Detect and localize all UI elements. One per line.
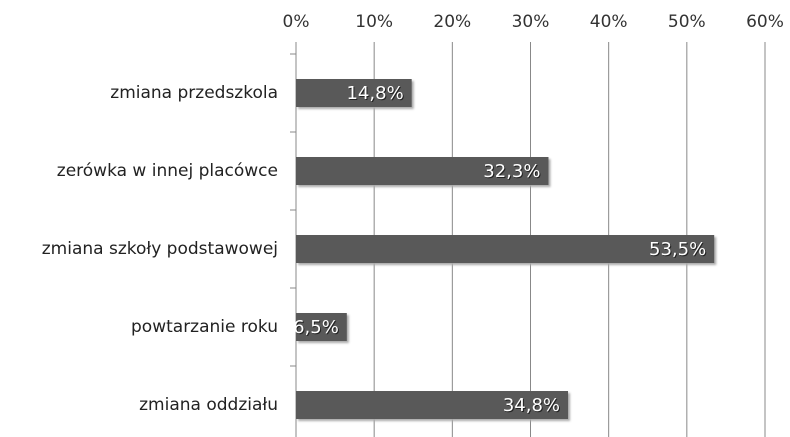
- category-label: zmiana oddziału: [139, 395, 278, 415]
- value-label: 6,5%: [293, 317, 339, 338]
- x-tick-label: 40%: [590, 12, 628, 32]
- bar: [296, 391, 569, 419]
- category-label: zmiana szkoły podstawowej: [42, 239, 278, 259]
- x-tick-label: 0%: [283, 12, 310, 32]
- bar: [296, 79, 412, 107]
- category-label: powtarzanie roku: [131, 317, 278, 337]
- category-label: zerówka w innej placówce: [57, 161, 278, 181]
- bar: [296, 313, 347, 341]
- x-tick-label: 60%: [746, 12, 784, 32]
- bar: [296, 157, 549, 185]
- x-tick-label: 30%: [512, 12, 550, 32]
- x-tick-label: 50%: [668, 12, 706, 32]
- value-label: 32,3%: [483, 161, 540, 182]
- value-label: 53,5%: [649, 239, 706, 260]
- value-label: 14,8%: [346, 83, 403, 104]
- category-label: zmiana przedszkola: [110, 83, 278, 103]
- value-label: 34,8%: [503, 395, 560, 416]
- x-tick-label: 20%: [433, 12, 471, 32]
- bar: [296, 235, 715, 263]
- x-tick-label: 10%: [355, 12, 393, 32]
